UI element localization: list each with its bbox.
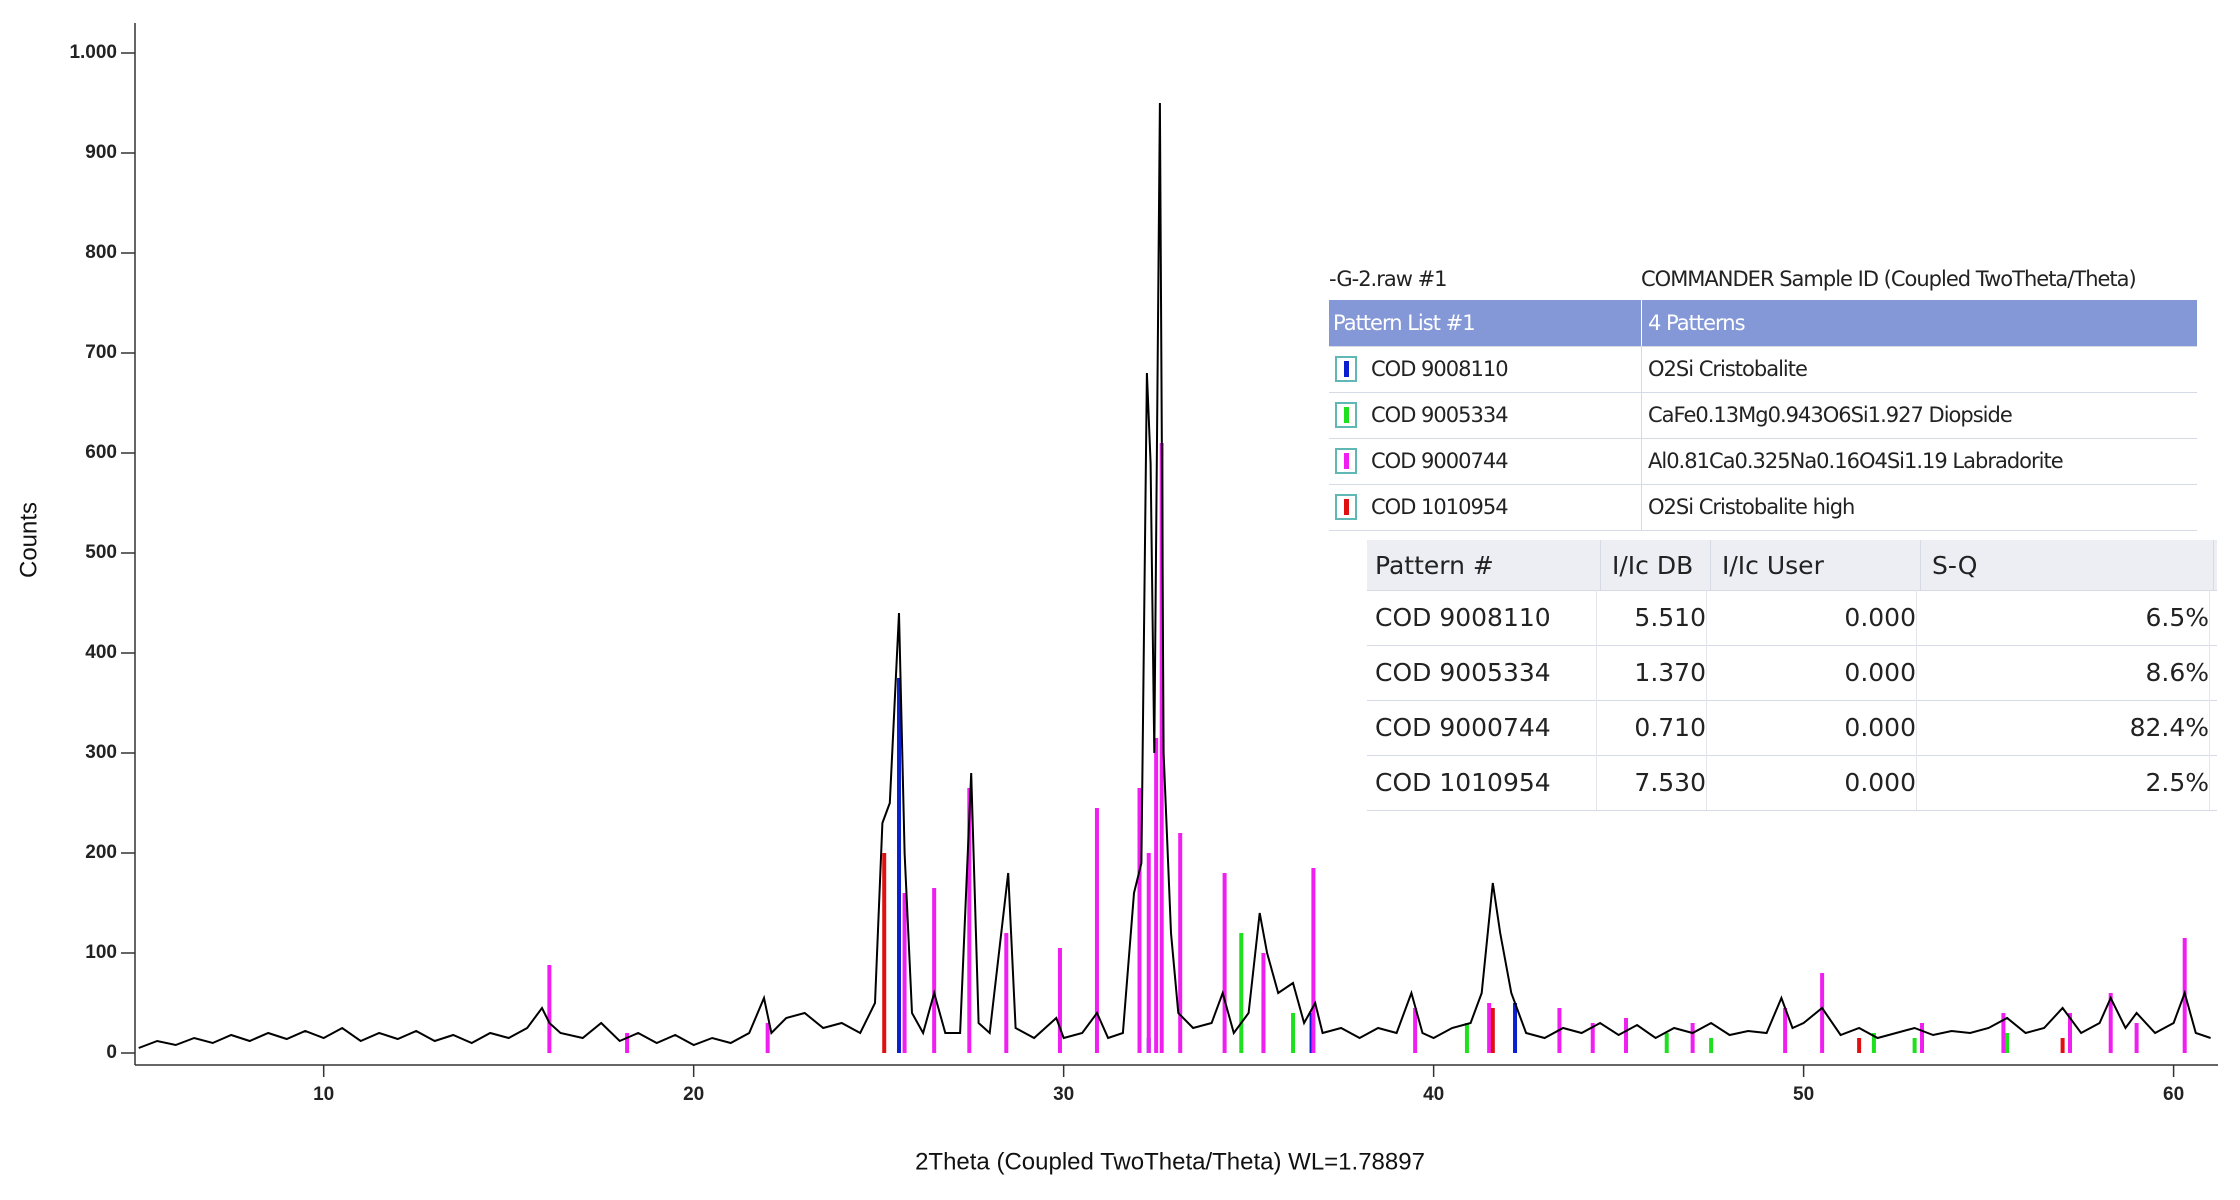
quant-row: COD 9008110 5.510 0.000 6.5% <box>1367 590 2217 646</box>
pattern-description: O2Si Cristobalite high <box>1641 484 2197 530</box>
x-tick-label: 40 <box>1423 1084 1444 1105</box>
quant-cell: COD 9008110 <box>1367 590 1597 645</box>
quant-cell: 2.5% <box>1924 755 2210 810</box>
pattern-color <box>1343 407 1349 423</box>
quant-cell: 1.370 <box>1604 645 1707 700</box>
quant-cell: 0.710 <box>1604 700 1707 755</box>
y-tick-label: 500 <box>85 542 117 563</box>
quant-cell: 7.530 <box>1604 755 1707 810</box>
x-tick-label: 60 <box>2163 1084 2184 1105</box>
pattern-list: -G-2.raw #1 COMMANDER Sample ID (Coupled… <box>1329 257 2197 531</box>
pattern-code-cell: COD 9000744 <box>1335 438 1635 484</box>
quant-cell: 0.000 <box>1714 755 1917 810</box>
pattern-marker <box>1335 402 1357 428</box>
pattern-marker <box>1335 494 1357 520</box>
sample-id: COMMANDER Sample ID (Coupled TwoTheta/Th… <box>1641 266 2137 291</box>
y-tick-label: 100 <box>85 942 117 963</box>
y-tick-label: 900 <box>85 142 117 163</box>
raw-pattern <box>138 102 2211 1049</box>
quant-table: Pattern # I/Ic DB I/Ic User S-Q COD 9008110 5… <box>1367 540 2217 811</box>
pattern-code-cell: COD 1010954 <box>1335 484 1635 530</box>
quant-cell: 0.000 <box>1714 700 1917 755</box>
pattern-color <box>1343 453 1349 469</box>
quant-cell: 5.510 <box>1604 590 1707 645</box>
pattern-count: 4 Patterns <box>1641 300 2197 346</box>
quant-cell: 6.5% <box>1924 590 2210 645</box>
pattern-description: Al0.81Ca0.325Na0.16O4Si1.19 Labradorite <box>1641 438 2197 484</box>
pattern-code-cell: COD 9005334 <box>1335 392 1635 438</box>
quant-cell: COD 1010954 <box>1367 755 1597 810</box>
sticks <box>547 443 2187 1053</box>
column-header: I/Ic User <box>1714 540 1921 590</box>
y-axis-label: Counts <box>15 502 42 578</box>
column-header: I/Ic DB <box>1604 540 1711 590</box>
file-name: -G-2.raw #1 <box>1329 266 1448 291</box>
y-tick-label: 400 <box>85 642 117 663</box>
pattern-list-selected[interactable]: Pattern List #1 4 Patterns <box>1329 300 2197 347</box>
pattern-row: COD 9005334 CaFe0.13Mg0.943O6Si1.927 Diop… <box>1329 392 2197 439</box>
pattern-marker <box>1335 356 1357 382</box>
y-tick-label: 800 <box>85 242 117 263</box>
y-tick-label: 1.000 <box>69 42 117 63</box>
pattern-code: COD 1010954 <box>1371 495 1509 519</box>
pattern-list-header: -G-2.raw #1 COMMANDER Sample ID (Coupled… <box>1329 257 2197 301</box>
x-tick-label: 10 <box>313 1084 334 1105</box>
quant-cell: 8.6% <box>1924 645 2210 700</box>
pattern-color <box>1343 499 1349 515</box>
y-tick-label: 300 <box>85 742 117 763</box>
quant-row: COD 9000744 0.710 0.000 82.4% <box>1367 700 2217 756</box>
pattern-marker <box>1335 448 1357 474</box>
x-tick-label: 30 <box>1053 1084 1074 1105</box>
quant-header: Pattern # I/Ic DB I/Ic User S-Q <box>1367 540 2217 591</box>
y-tick-label: 700 <box>85 342 117 363</box>
y-tick-label: 200 <box>85 842 117 863</box>
column-header: Pattern # <box>1367 540 1601 590</box>
pattern-code: COD 9000744 <box>1371 449 1509 473</box>
pattern-description: O2Si Cristobalite <box>1641 346 2197 392</box>
pattern-row: COD 9008110 O2Si Cristobalite <box>1329 346 2197 393</box>
column-header: S-Q <box>1924 540 2214 590</box>
quant-row: COD 1010954 7.530 0.000 2.5% <box>1367 755 2217 811</box>
x-axis-label: 2Theta (Coupled TwoTheta/Theta) WL=1.788… <box>915 1148 1425 1175</box>
pattern-code-cell: COD 9008110 <box>1335 346 1635 392</box>
pattern-description: CaFe0.13Mg0.943O6Si1.927 Diopside <box>1641 392 2197 438</box>
x-tick-label: 20 <box>683 1084 704 1105</box>
y-tick-label: 0 <box>106 1042 117 1063</box>
quant-cell: 0.000 <box>1714 590 1917 645</box>
quant-cell: 0.000 <box>1714 645 1917 700</box>
pattern-color <box>1343 361 1349 377</box>
x-tick-label: 50 <box>1793 1084 1814 1105</box>
quant-row: COD 9005334 1.370 0.000 8.6% <box>1367 645 2217 701</box>
pattern-row: COD 1010954 O2Si Cristobalite high <box>1329 484 2197 531</box>
pattern-code: COD 9005334 <box>1371 403 1509 427</box>
pattern-code: COD 9008110 <box>1371 357 1509 381</box>
y-tick-label: 600 <box>85 442 117 463</box>
pattern-row: COD 9000744 Al0.81Ca0.325Na0.16O4Si1.19 L… <box>1329 438 2197 485</box>
quant-cell: 82.4% <box>1924 700 2210 755</box>
list-name: Pattern List #1 <box>1333 311 1476 335</box>
quant-cell: COD 9005334 <box>1367 645 1597 700</box>
quant-cell: COD 9000744 <box>1367 700 1597 755</box>
